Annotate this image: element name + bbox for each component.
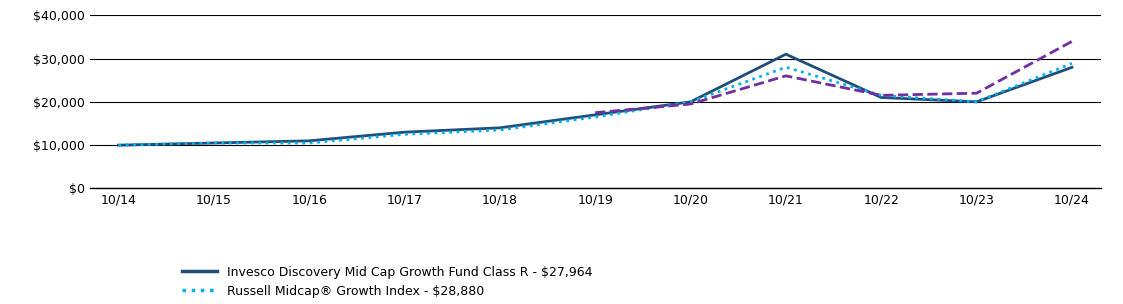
Legend: Invesco Discovery Mid Cap Growth Fund Class R - $27,964, Russell Midcap® Growth : Invesco Discovery Mid Cap Growth Fund Cl…	[177, 261, 597, 304]
